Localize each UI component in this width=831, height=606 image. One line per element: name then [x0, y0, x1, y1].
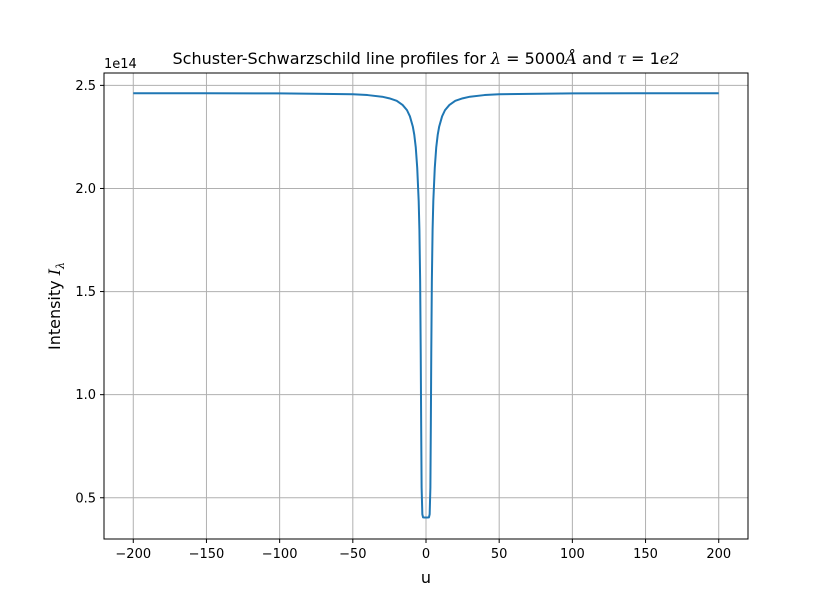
x-tick-label: 0	[422, 547, 430, 562]
y-tick-label: 0.5	[75, 491, 96, 506]
y-axis-title-symbol: I	[45, 268, 64, 276]
title-tau-exponent: e2	[660, 49, 680, 68]
x-tick-label: −200	[115, 547, 151, 562]
y-axis-title-subscript: λ	[54, 262, 67, 270]
chart-title: Schuster-Schwarzschild line profiles for…	[173, 48, 680, 68]
x-tick-label: 50	[491, 547, 508, 562]
x-axis-title: u	[421, 568, 431, 587]
y-tick-label: 1.5	[75, 285, 96, 300]
title-conjunction: and	[577, 49, 617, 68]
grid-lines	[104, 73, 748, 539]
x-tick-label: −150	[189, 547, 225, 562]
x-tick-label: 150	[633, 547, 658, 562]
y-tick-label: 1.0	[75, 388, 96, 403]
title-angstrom: Å	[563, 48, 577, 68]
title-tau-symbol: τ	[617, 49, 627, 68]
y-axis-ticks: 0.5 1.0 1.5 2.0 2.5	[75, 79, 104, 506]
y-tick-label: 2.5	[75, 79, 96, 94]
y-axis-title: Intensity Iλ	[45, 262, 67, 350]
intensity-line	[133, 92, 719, 519]
title-prefix: Schuster-Schwarzschild line profiles for	[173, 49, 491, 68]
y-axis-title-prefix: Intensity	[45, 275, 64, 350]
title-lambda-value: = 5000	[501, 49, 565, 68]
y-offset-label: 1e14	[104, 57, 137, 72]
x-axis-ticks: −200 −150 −100 −50 0 50 100 150 200	[115, 539, 731, 562]
title-lambda-symbol: λ	[490, 49, 501, 68]
y-tick-label: 2.0	[75, 182, 96, 197]
x-tick-label: −50	[339, 547, 366, 562]
x-tick-label: −100	[262, 547, 298, 562]
x-tick-label: 100	[560, 547, 585, 562]
x-tick-label: 200	[706, 547, 731, 562]
title-tau-value: = 1	[626, 49, 660, 68]
series-layer	[133, 92, 719, 519]
